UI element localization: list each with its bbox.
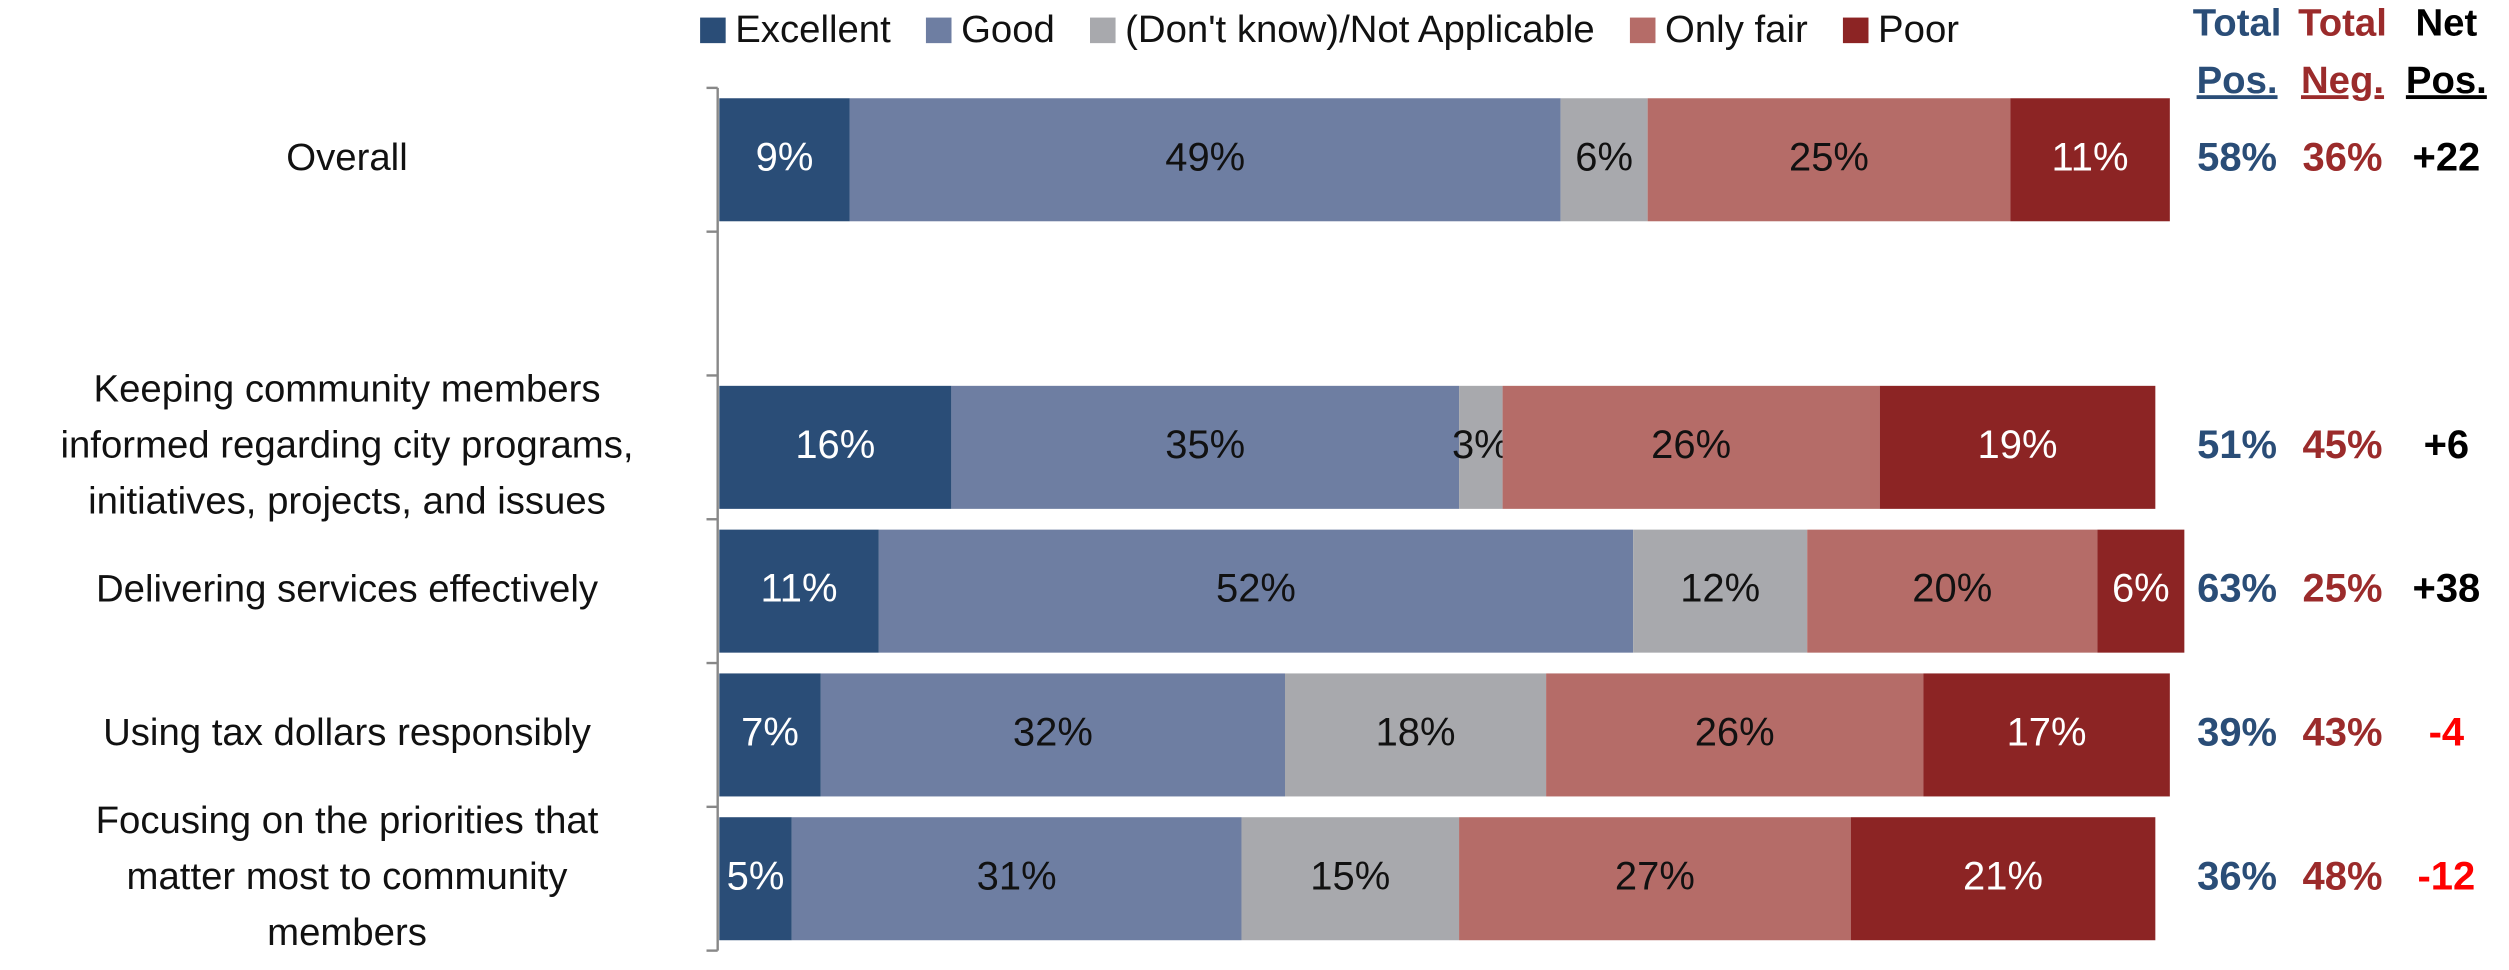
data-label: 35%: [1165, 423, 1245, 467]
bar-segment: [1459, 817, 1851, 941]
data-label: 19%: [1978, 423, 2058, 467]
data-label: 7%: [741, 710, 799, 754]
category-label: Focusing on the priorities that: [96, 799, 599, 842]
data-label: 26%: [1695, 710, 1775, 754]
bar-segment: [719, 385, 952, 509]
data-label: 11%: [761, 567, 838, 611]
data-label: 15%: [1310, 854, 1390, 898]
category-label: Delivering services effectively: [96, 567, 599, 610]
column-value: 43%: [2303, 710, 2383, 754]
category-label: members: [267, 911, 427, 954]
column-header: Neg.: [2301, 59, 2384, 102]
data-label: 18%: [1376, 710, 1456, 754]
data-label: 32%: [1013, 710, 1093, 754]
bar-segment: [1459, 385, 1503, 509]
column-header: Pos.: [2406, 59, 2487, 102]
column-value: 48%: [2303, 854, 2383, 898]
legend-label: (Don't know)/Not Applicable: [1125, 8, 1595, 51]
column-value: 36%: [2303, 135, 2383, 179]
column-value: 36%: [2197, 854, 2277, 898]
column-value: 63%: [2197, 567, 2277, 611]
column-header: Net: [2415, 2, 2477, 45]
bar-segment: [951, 385, 1460, 509]
bar-segment: [1546, 673, 1924, 797]
bar-segment: [849, 98, 1561, 222]
data-label: 21%: [1963, 854, 2043, 898]
category-label: matter most to community: [127, 855, 569, 898]
category-label: Overall: [286, 136, 407, 179]
legend-swatch: [1089, 17, 1116, 44]
bar-segment: [1560, 98, 1648, 222]
data-label: 20%: [1912, 567, 1992, 611]
legend-label: Good: [961, 8, 1055, 51]
legend-swatch: [925, 17, 952, 44]
data-label: 31%: [977, 854, 1057, 898]
bar-segment: [719, 817, 792, 941]
column-value: +38: [2412, 567, 2480, 611]
column-value: 25%: [2303, 567, 2383, 611]
legend-swatch: [1629, 17, 1656, 44]
column-header: Pos.: [2197, 59, 2278, 102]
bar-segment: [1284, 673, 1547, 797]
data-label: 6%: [1575, 135, 1633, 179]
data-label: 16%: [795, 423, 875, 467]
legend-label: Poor: [1878, 8, 1959, 51]
data-label: 11%: [2052, 135, 2129, 179]
column-value: 45%: [2303, 423, 2383, 467]
category-label: initiatives, projects, and issues: [88, 479, 606, 522]
bar-segment: [1241, 817, 1460, 941]
bar-segment: [820, 673, 1285, 797]
legend-swatch: [1842, 17, 1869, 44]
bar-segment: [2097, 529, 2185, 653]
data-label: 5%: [727, 854, 785, 898]
column-value: +22: [2412, 135, 2480, 179]
data-label: 52%: [1216, 567, 1296, 611]
bar-segment: [2010, 98, 2170, 222]
column-value: -12: [2418, 854, 2476, 898]
column-header: Total: [2193, 2, 2282, 45]
data-label: 49%: [1165, 135, 1245, 179]
legend-label: Only fair: [1665, 8, 1808, 51]
bar-segment: [1502, 385, 1880, 509]
bar-segment: [878, 529, 1634, 653]
column-value: 58%: [2197, 135, 2277, 179]
data-label: 27%: [1615, 854, 1695, 898]
data-label: 26%: [1651, 423, 1731, 467]
data-label: 17%: [2007, 710, 2087, 754]
legend-swatch: [700, 17, 726, 44]
data-label: 6%: [2112, 567, 2170, 611]
column-value: +6: [2424, 423, 2470, 467]
column-header: Total: [2298, 2, 2387, 45]
data-label: 9%: [756, 135, 814, 179]
category-label: Keeping community members: [94, 368, 601, 411]
bar-segment: [1923, 673, 2170, 797]
bar-segment: [1879, 385, 2156, 509]
bar-segment: [1647, 98, 2011, 222]
bar-segment: [1850, 817, 2156, 941]
bar-segment: [719, 673, 821, 797]
data-label: 3%: [1452, 423, 1510, 467]
bar-segment: [719, 529, 879, 653]
column-value: -4: [2429, 710, 2465, 754]
bar-segment: [791, 817, 1242, 941]
bar-segment: [1807, 529, 2098, 653]
legend-label: Excellent: [735, 8, 891, 51]
column-value: 39%: [2197, 710, 2277, 754]
column-value: 51%: [2197, 423, 2277, 467]
category-label: Using tax dollars responsibly: [103, 711, 592, 754]
bar-segment: [719, 98, 850, 222]
bar-segment: [1633, 529, 1808, 653]
data-label: 25%: [1789, 135, 1869, 179]
category-label: informed regarding city programs,: [60, 423, 633, 466]
data-label: 12%: [1680, 567, 1760, 611]
